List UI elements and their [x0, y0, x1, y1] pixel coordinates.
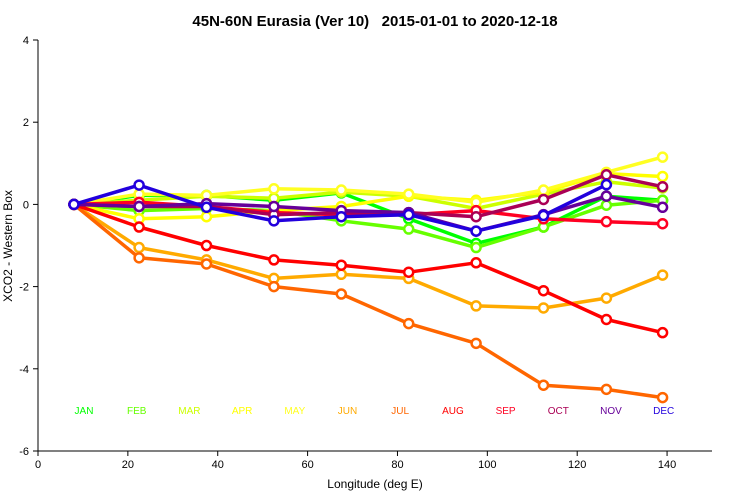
data-point [600, 190, 613, 202]
series-line [72, 203, 663, 400]
x-tick-label: 80 [391, 459, 403, 471]
x-tick-label: 0 [35, 459, 41, 471]
data-point [335, 288, 348, 300]
data-point [335, 184, 348, 196]
x-axis-label: Longitude (deg E) [327, 477, 422, 491]
y-tick-label: 0 [23, 199, 29, 211]
data-point [600, 178, 613, 191]
data-point [335, 210, 348, 223]
data-point [200, 210, 213, 223]
data-point [133, 221, 145, 233]
data-point [600, 199, 613, 211]
data-point [470, 210, 482, 223]
data-point [470, 337, 482, 350]
data-point [656, 217, 669, 230]
data-point [402, 266, 415, 278]
data-point [470, 300, 482, 312]
series-line [73, 202, 663, 335]
series-line [73, 198, 663, 250]
legend-label: JAN [75, 406, 94, 417]
data-point [133, 179, 145, 191]
data-point [600, 313, 613, 326]
x-tick-label: 120 [568, 459, 586, 471]
data-point [200, 258, 213, 270]
series-line [72, 202, 664, 310]
data-point [268, 254, 280, 266]
data-point [600, 169, 613, 181]
legend-label: OCT [548, 406, 569, 417]
data-point [537, 209, 550, 222]
data-point [600, 292, 613, 304]
data-point [268, 200, 280, 213]
x-tick-label: 140 [658, 459, 676, 471]
x-tick-label: 100 [478, 459, 496, 471]
legend-label: MAY [284, 406, 305, 417]
data-point [656, 151, 669, 163]
data-point [537, 193, 550, 206]
y-axis-label: XCO2 - Western Box [1, 190, 15, 302]
data-point [335, 259, 348, 271]
series-line [73, 194, 663, 233]
data-point [537, 302, 550, 314]
data-point [470, 225, 482, 237]
data-point [402, 208, 415, 221]
legend-label: DEC [653, 406, 674, 417]
y-tick-label: 2 [23, 117, 29, 129]
legend-label: MAR [178, 406, 200, 417]
data-point [402, 317, 415, 330]
legend-label: JUL [391, 406, 409, 417]
data-point [268, 280, 280, 293]
legend-label: NOV [600, 406, 622, 417]
data-point [402, 223, 415, 235]
y-tick-label: -4 [19, 364, 29, 376]
data-point [133, 252, 145, 264]
legend-label: SEP [496, 406, 516, 417]
data-point [470, 257, 482, 269]
data-point [133, 241, 145, 254]
data-point [600, 383, 613, 396]
data-point [537, 284, 550, 297]
legend-label: AUG [442, 406, 464, 417]
data-point [537, 184, 550, 196]
data-point [268, 183, 280, 195]
legend-label: APR [232, 406, 253, 417]
data-point [656, 170, 669, 183]
y-tick-label: -6 [19, 446, 29, 458]
data-point [656, 180, 669, 193]
chart-title: 45N-60N Eurasia (Ver 10) 2015-01-01 to 2… [192, 13, 557, 30]
data-point [200, 201, 213, 214]
y-tick-label: -2 [19, 282, 29, 294]
data-point [656, 269, 669, 281]
data-point [335, 268, 348, 281]
data-point [268, 215, 280, 227]
series-dec [68, 178, 613, 237]
legend-label: JUN [338, 406, 357, 417]
y-tick-label: 4 [23, 35, 29, 47]
data-point [656, 326, 669, 339]
data-point [656, 201, 669, 214]
legend-label: FEB [127, 406, 147, 417]
x-tick-label: 20 [122, 459, 134, 471]
data-point [470, 241, 482, 254]
x-tick-label: 40 [212, 459, 224, 471]
data-point [656, 391, 669, 404]
data-point [68, 198, 80, 211]
data-point [537, 379, 550, 391]
series-aug [68, 198, 669, 339]
data-point [402, 188, 415, 200]
data-point [200, 239, 213, 252]
data-point [600, 215, 613, 228]
x-tick-label: 60 [301, 459, 313, 471]
data-point [133, 200, 145, 213]
